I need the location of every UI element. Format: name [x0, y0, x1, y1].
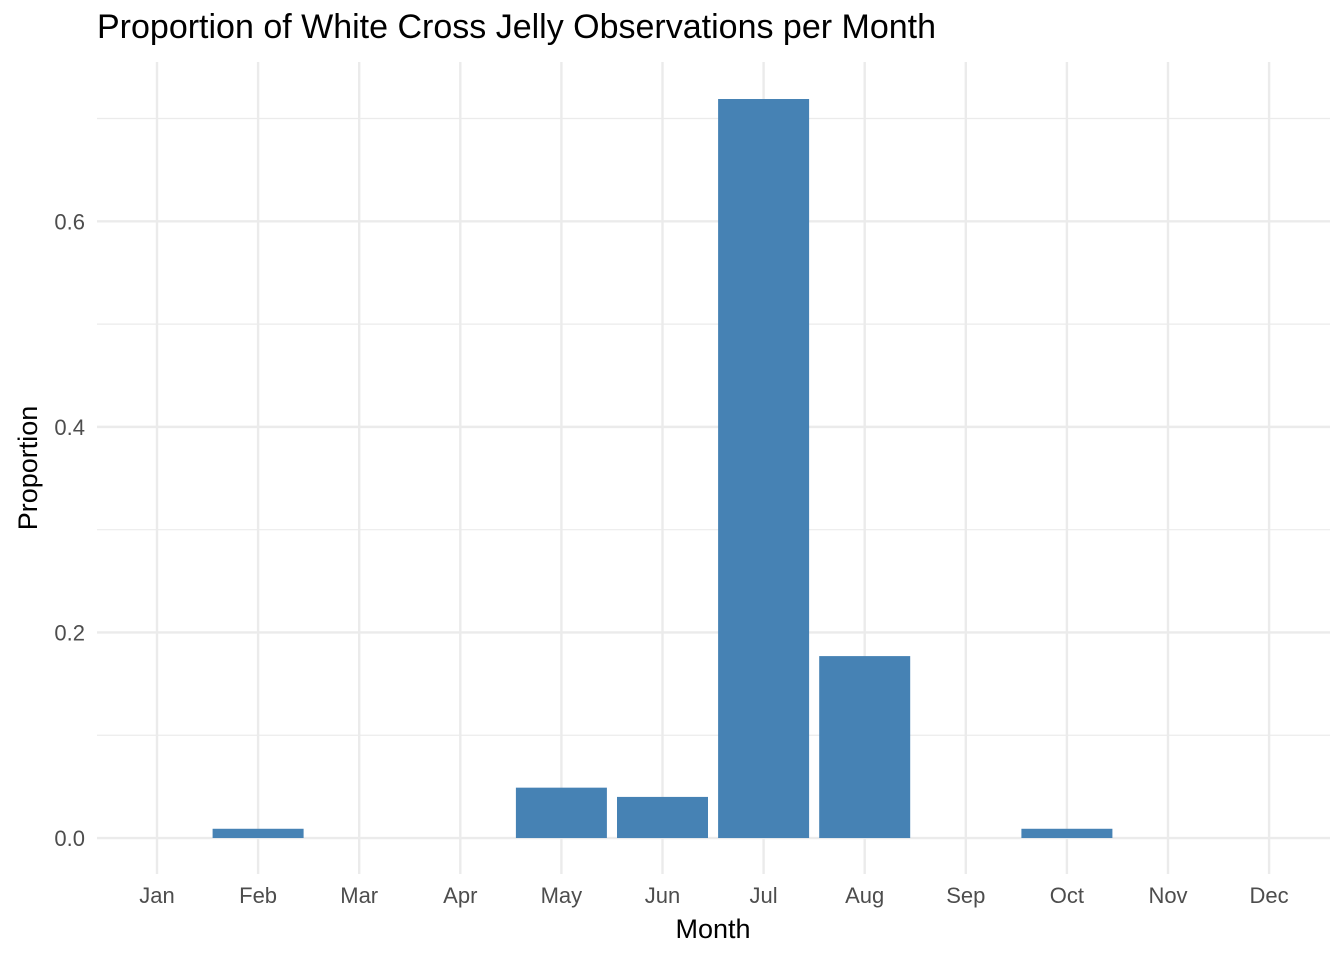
x-tick-label: Aug	[845, 883, 884, 908]
x-tick-label: Jun	[645, 883, 680, 908]
x-tick-label: May	[541, 883, 583, 908]
bar-oct	[1021, 828, 1113, 839]
bar-jul	[718, 99, 810, 839]
bar-aug	[819, 656, 911, 839]
x-tick-label: Dec	[1250, 883, 1289, 908]
x-tick-label: Jul	[750, 883, 778, 908]
y-tick-label: 0.0	[54, 826, 85, 851]
chart-title: Proportion of White Cross Jelly Observat…	[97, 8, 937, 46]
y-tick-label: 0.6	[54, 209, 85, 234]
x-axis-title: Month	[675, 914, 750, 944]
x-tick-label: Oct	[1050, 883, 1084, 908]
x-tick-label: Feb	[239, 883, 277, 908]
bar-jun	[617, 796, 708, 839]
y-axis-title: Proportion	[13, 406, 43, 531]
x-tick-label: Jan	[139, 883, 174, 908]
bar-may	[515, 787, 607, 839]
y-tick-label: 0.2	[54, 620, 85, 645]
x-tick-label: Apr	[443, 883, 477, 908]
grid-lines	[97, 62, 1330, 874]
bars	[212, 99, 1113, 839]
x-axis-ticks: Jan Feb Mar Apr May Jun Jul Aug Sep Oct Nov Dec	[139, 883, 1288, 908]
bar-feb	[212, 828, 304, 839]
y-axis-ticks: 0.0 0.2 0.4 0.6	[54, 209, 85, 851]
x-tick-label: Mar	[340, 883, 378, 908]
y-tick-label: 0.4	[54, 415, 85, 440]
x-tick-label: Nov	[1148, 883, 1187, 908]
x-tick-label: Sep	[946, 883, 985, 908]
